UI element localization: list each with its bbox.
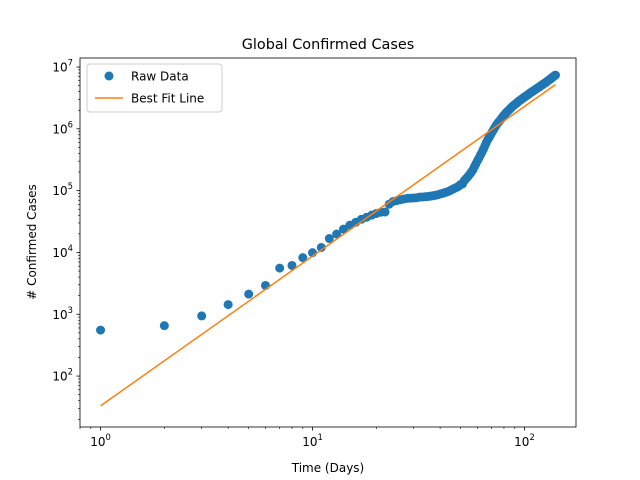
data-point-3 — [197, 311, 207, 321]
y-tick-label: 106 — [52, 119, 73, 136]
data-point-12 — [324, 234, 334, 244]
data-point-8 — [287, 260, 297, 270]
series-layer — [96, 70, 560, 407]
data-point-13 — [332, 229, 342, 239]
data-point-1 — [96, 325, 106, 335]
data-point-2 — [159, 321, 169, 331]
legend: Raw Data Best Fit Line — [86, 63, 223, 113]
data-point-11 — [316, 242, 326, 252]
x-tick-label: 102 — [514, 432, 535, 449]
y-tick-label: 105 — [52, 181, 73, 198]
legend-label-best-fit: Best Fit Line — [131, 92, 204, 106]
x-tick-label: 101 — [302, 432, 323, 449]
legend-marker-raw-data — [104, 71, 114, 81]
legend-box — [86, 63, 223, 113]
y-tick-label: 102 — [52, 367, 73, 384]
data-point-7 — [275, 263, 285, 273]
best-fit-line — [100, 83, 556, 407]
y-axis-ticks: 102 103 104 105 106 107 — [52, 58, 80, 420]
plot-frame — [79, 57, 577, 428]
x-axis-ticks: 100 101 102 — [79, 427, 535, 449]
plot-area: 100 101 102 102 103 104 105 106 107 — [52, 57, 577, 449]
y-tick-label: 103 — [52, 305, 73, 322]
data-point-5 — [244, 289, 254, 299]
x-axis-label: Time (Days) — [291, 461, 365, 475]
y-axis-label: # Confirmed Cases — [25, 184, 39, 300]
chart-title: Global Confirmed Cases — [242, 37, 414, 53]
data-point-140 — [550, 70, 560, 80]
data-point-22 — [380, 207, 390, 217]
x-tick-label: 100 — [90, 432, 111, 449]
y-tick-label: 104 — [52, 243, 73, 260]
data-point-4 — [223, 300, 233, 310]
data-point-9 — [298, 253, 308, 263]
y-tick-label: 107 — [52, 58, 73, 75]
legend-label-raw-data: Raw Data — [131, 70, 189, 84]
